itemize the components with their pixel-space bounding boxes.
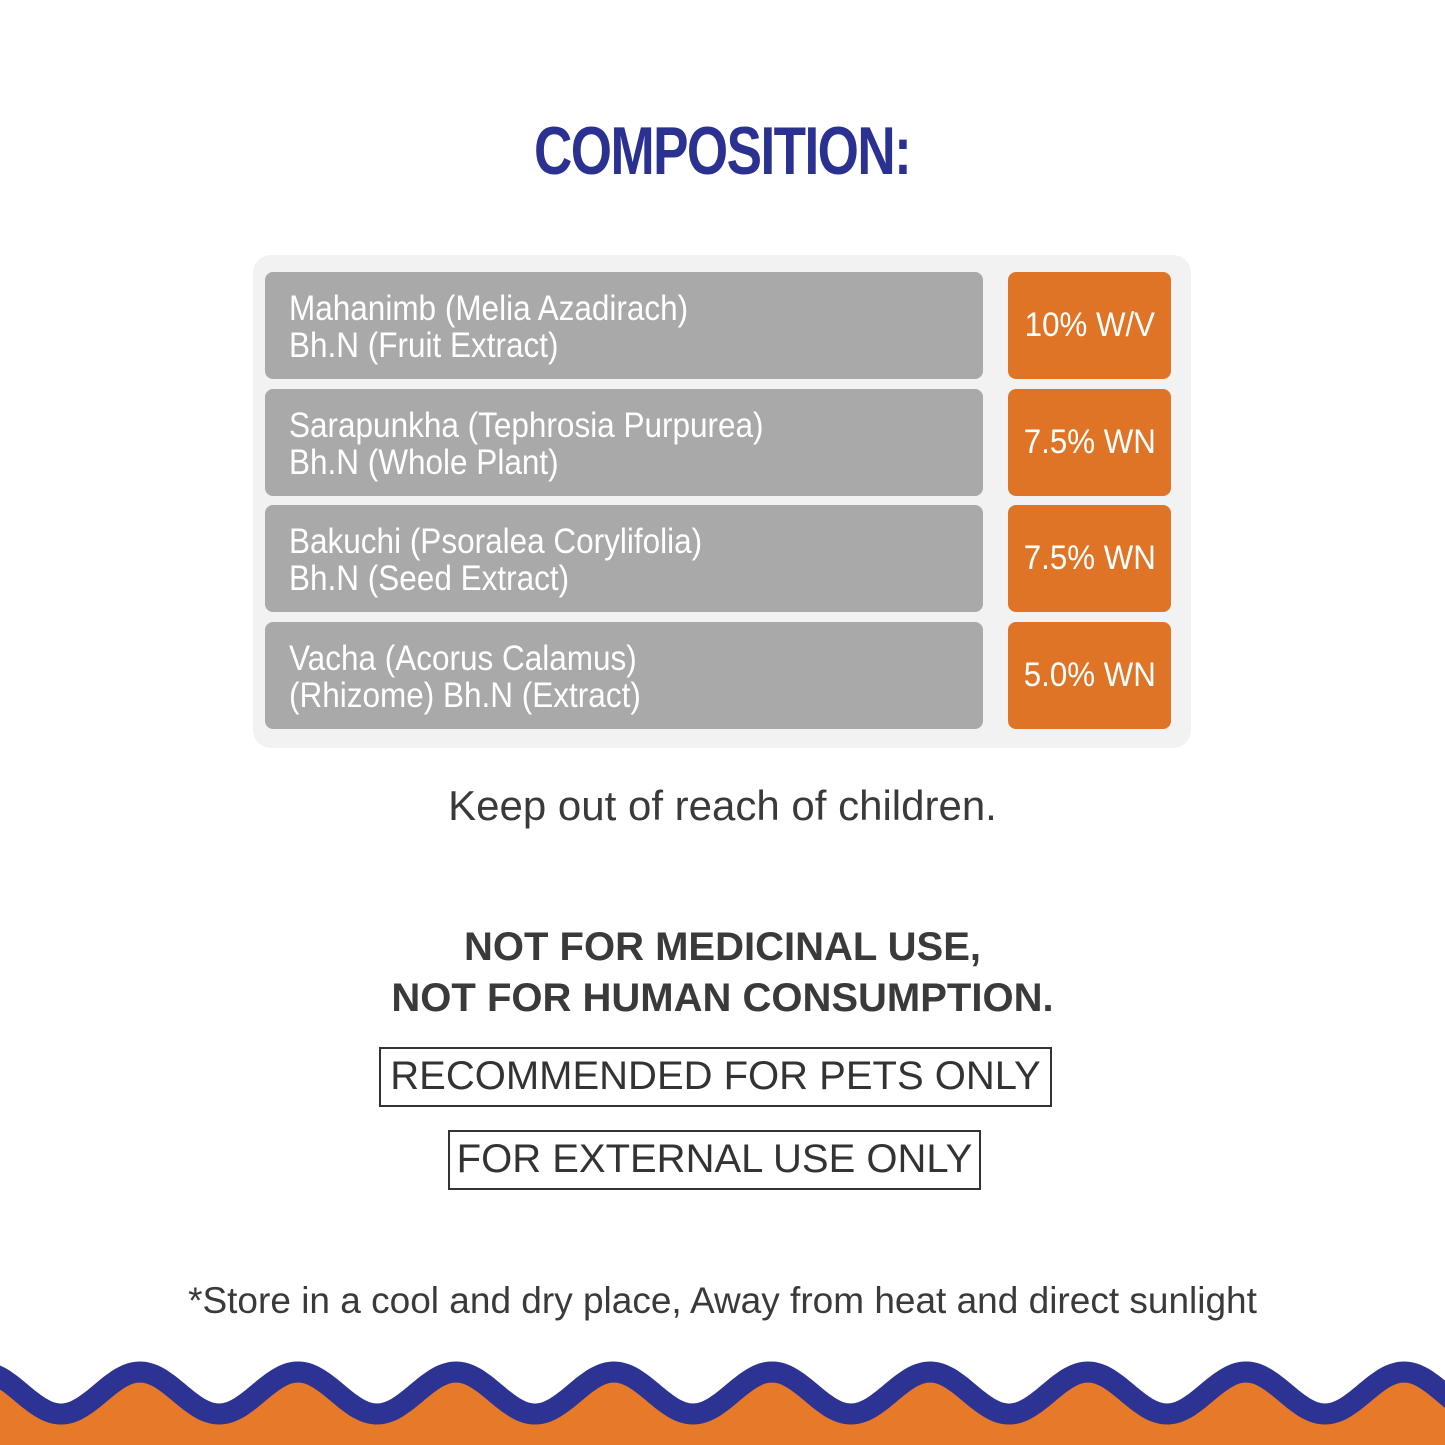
ingredient-value: 7.5% WN	[1008, 505, 1171, 612]
wave-decoration	[0, 1361, 1445, 1445]
ingredient-row: Sarapunkha (Tephrosia Purpurea) Bh.N (Who…	[265, 389, 983, 496]
blue-wave-line	[0, 1361, 1445, 1425]
pets-only-box: RECOMMENDED FOR PETS ONLY	[379, 1047, 1052, 1107]
ingredient-value: 5.0% WN	[1008, 622, 1171, 729]
storage-note: *Store in a cool and dry place, Away fro…	[188, 1280, 1257, 1321]
keep-out-notice: Keep out of reach of children.	[448, 782, 997, 829]
ingredient-value: 10% W/V	[1008, 272, 1171, 379]
ingredient-value: 7.5% WN	[1008, 389, 1171, 496]
ingredient-row: Mahanimb (Melia Azadirach) Bh.N (Fruit Ex…	[265, 272, 983, 379]
external-use-box: FOR EXTERNAL USE ONLY	[448, 1130, 981, 1190]
warning-text: NOT FOR MEDICINAL USE, NOT FOR HUMAN CON…	[391, 925, 1054, 1020]
composition-table: Mahanimb (Melia Azadirach) Bh.N (Fruit Ex…	[253, 255, 1191, 748]
ingredient-row: Vacha (Acorus Calamus) (Rhizome) Bh.N (Ex…	[265, 622, 983, 729]
page-title: COMPOSITION:	[534, 113, 912, 189]
ingredient-row: Bakuchi (Psoralea Corylifolia) Bh.N (Seed…	[265, 505, 983, 612]
